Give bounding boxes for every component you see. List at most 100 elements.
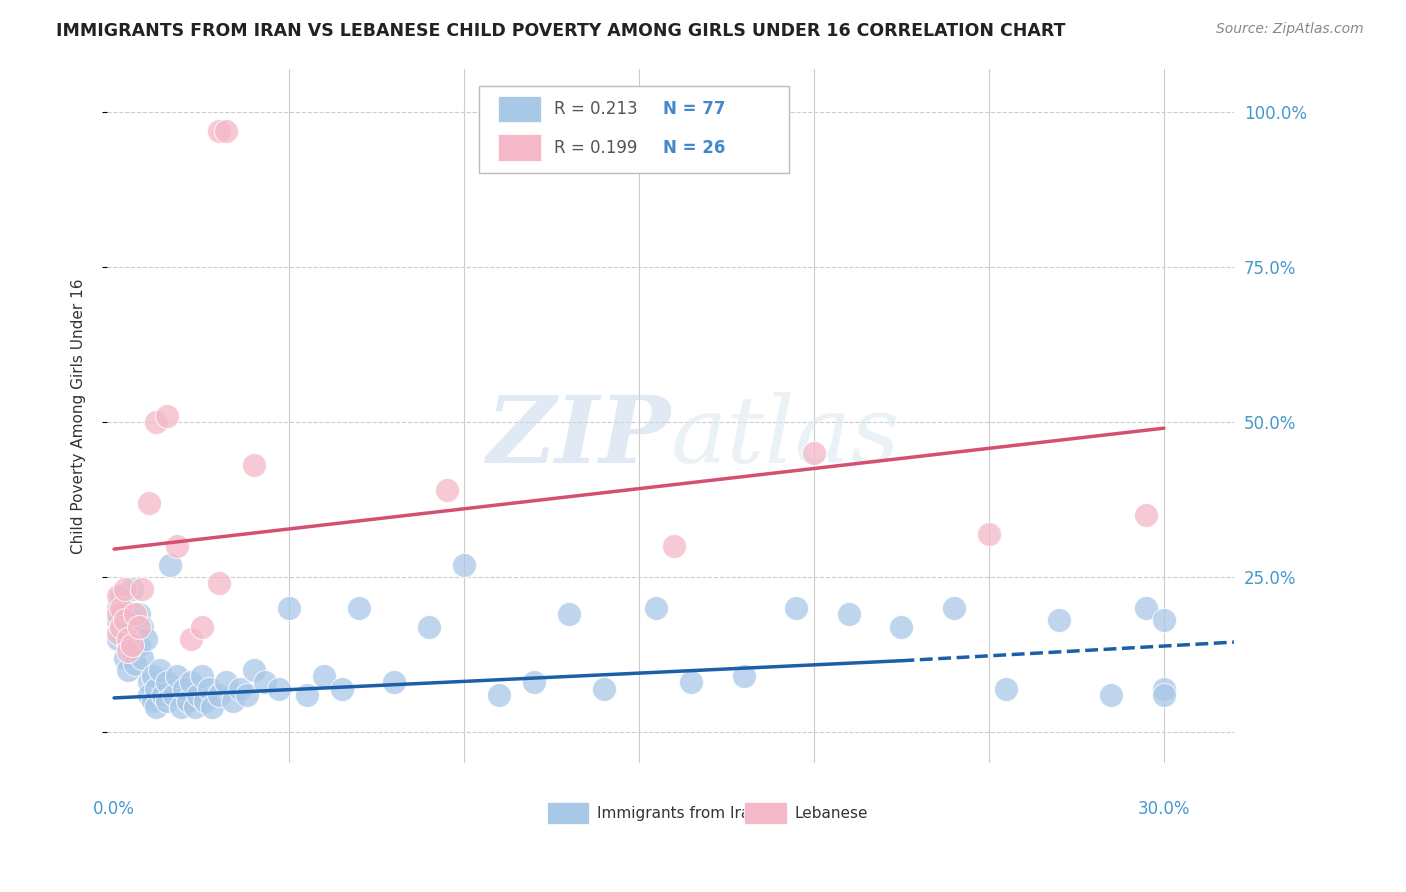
- Point: [117, 663, 139, 677]
- Point: [215, 675, 238, 690]
- Point: [558, 607, 581, 622]
- Point: [312, 669, 335, 683]
- Point: [110, 589, 132, 603]
- Point: [135, 632, 157, 646]
- Point: [243, 458, 266, 473]
- Point: [236, 688, 259, 702]
- Point: [145, 681, 167, 696]
- Point: [190, 669, 212, 683]
- Point: [142, 669, 165, 683]
- Point: [128, 607, 150, 622]
- Point: [803, 446, 825, 460]
- Point: [382, 675, 405, 690]
- Point: [645, 601, 668, 615]
- Point: [107, 625, 129, 640]
- Point: [215, 123, 238, 137]
- Point: [131, 619, 153, 633]
- Text: atlas: atlas: [671, 392, 900, 482]
- Text: Source: ZipAtlas.com: Source: ZipAtlas.com: [1216, 22, 1364, 37]
- Point: [229, 681, 252, 696]
- Point: [267, 681, 290, 696]
- Point: [662, 539, 685, 553]
- Text: N = 77: N = 77: [662, 100, 725, 118]
- Point: [114, 582, 136, 597]
- Point: [152, 688, 174, 702]
- Point: [124, 625, 146, 640]
- Point: [523, 675, 546, 690]
- Point: [128, 619, 150, 633]
- Point: [1153, 681, 1175, 696]
- Point: [138, 675, 160, 690]
- Text: IMMIGRANTS FROM IRAN VS LEBANESE CHILD POVERTY AMONG GIRLS UNDER 16 CORRELATION : IMMIGRANTS FROM IRAN VS LEBANESE CHILD P…: [56, 22, 1066, 40]
- Point: [148, 663, 170, 677]
- Point: [117, 632, 139, 646]
- Point: [977, 526, 1000, 541]
- Point: [194, 694, 217, 708]
- Point: [138, 688, 160, 702]
- Text: R = 0.213: R = 0.213: [554, 100, 638, 118]
- Point: [131, 582, 153, 597]
- Point: [173, 681, 195, 696]
- Point: [942, 601, 965, 615]
- Point: [1047, 614, 1070, 628]
- Text: 0.0%: 0.0%: [93, 800, 135, 818]
- Point: [330, 681, 353, 696]
- Point: [183, 700, 205, 714]
- Point: [187, 688, 209, 702]
- Point: [121, 582, 143, 597]
- Point: [838, 607, 860, 622]
- Text: N = 26: N = 26: [662, 138, 725, 157]
- Text: Lebanese: Lebanese: [794, 805, 868, 821]
- Point: [1135, 601, 1157, 615]
- Point: [107, 601, 129, 615]
- FancyBboxPatch shape: [498, 135, 541, 161]
- FancyBboxPatch shape: [479, 86, 789, 173]
- Point: [121, 638, 143, 652]
- Point: [488, 688, 510, 702]
- Point: [347, 601, 370, 615]
- Point: [180, 632, 202, 646]
- Point: [453, 558, 475, 572]
- Point: [890, 619, 912, 633]
- Point: [138, 495, 160, 509]
- Point: [681, 675, 703, 690]
- Point: [222, 694, 245, 708]
- FancyBboxPatch shape: [498, 96, 541, 122]
- Point: [1153, 614, 1175, 628]
- Point: [436, 483, 458, 498]
- Point: [155, 409, 177, 423]
- Point: [121, 614, 143, 628]
- Point: [107, 589, 129, 603]
- Point: [166, 669, 188, 683]
- Point: [110, 625, 132, 640]
- Point: [124, 657, 146, 671]
- Point: [114, 650, 136, 665]
- Point: [208, 688, 231, 702]
- Point: [117, 644, 139, 658]
- Point: [145, 415, 167, 429]
- Point: [145, 700, 167, 714]
- Point: [201, 700, 224, 714]
- Point: [418, 619, 440, 633]
- Point: [295, 688, 318, 702]
- Text: R = 0.199: R = 0.199: [554, 138, 638, 157]
- Point: [107, 632, 129, 646]
- Point: [155, 675, 177, 690]
- FancyBboxPatch shape: [744, 802, 786, 824]
- Point: [733, 669, 755, 683]
- Point: [166, 539, 188, 553]
- Point: [155, 694, 177, 708]
- Point: [995, 681, 1018, 696]
- Point: [121, 644, 143, 658]
- Point: [114, 619, 136, 633]
- Point: [128, 638, 150, 652]
- Point: [107, 607, 129, 622]
- Point: [117, 638, 139, 652]
- Y-axis label: Child Poverty Among Girls Under 16: Child Poverty Among Girls Under 16: [72, 278, 86, 554]
- Point: [197, 681, 219, 696]
- Point: [142, 694, 165, 708]
- Point: [131, 650, 153, 665]
- Point: [180, 675, 202, 690]
- Point: [278, 601, 301, 615]
- Point: [253, 675, 276, 690]
